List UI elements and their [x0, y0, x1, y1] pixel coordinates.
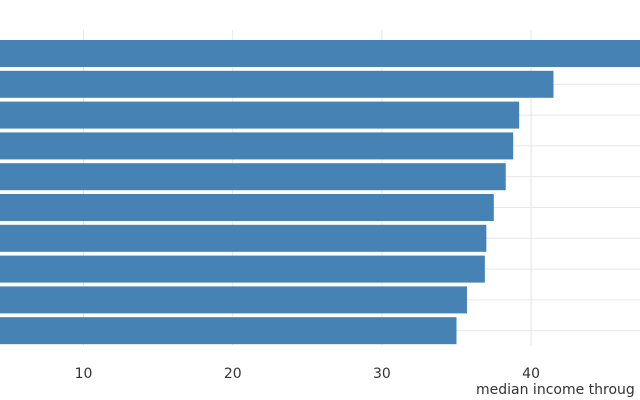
- bar: [0, 163, 506, 191]
- bar: [0, 224, 487, 252]
- bar: [0, 70, 554, 98]
- bar: [0, 40, 640, 67]
- bar: [0, 317, 457, 345]
- x-tick-label: 20: [224, 366, 242, 382]
- bar: [0, 101, 520, 129]
- bar: [0, 286, 467, 314]
- x-axis-label: median income throug: [476, 382, 635, 398]
- bar: [0, 132, 514, 160]
- bar: [0, 194, 494, 221]
- x-tick-label: 10: [75, 366, 93, 382]
- x-tick-label: 40: [522, 366, 540, 382]
- x-tick-label: 30: [373, 366, 391, 382]
- bar: [0, 255, 485, 283]
